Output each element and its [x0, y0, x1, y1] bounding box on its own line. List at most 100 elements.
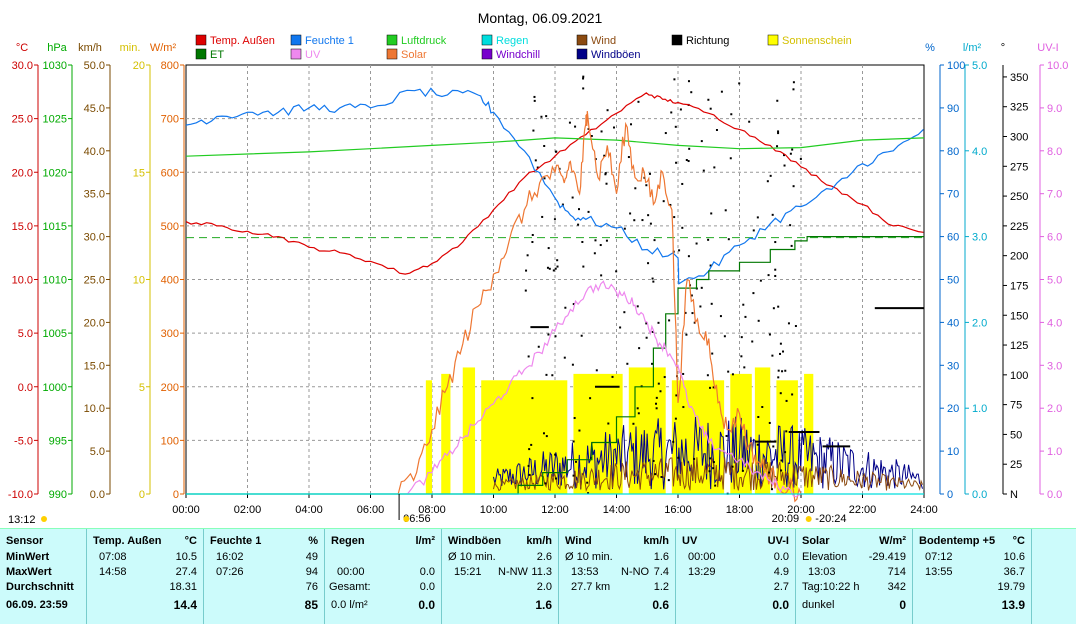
direction-dot-156 — [582, 77, 585, 80]
direction-dot-61 — [540, 115, 543, 118]
direction-dot-86 — [543, 177, 546, 180]
chart-title: Montag, 06.09.2021 — [478, 10, 603, 26]
direction-dot-106 — [761, 406, 764, 409]
direction-dot-141 — [729, 157, 732, 160]
direction-dot-120 — [607, 422, 610, 425]
x-tick-label-3: 06:00 — [357, 504, 385, 516]
axis-label-temperature-8: -10.0 — [8, 489, 33, 501]
direction-dot-75 — [730, 113, 733, 116]
direction-dot-41 — [675, 394, 678, 397]
axis-label-temperature-0: 30.0 — [12, 60, 33, 72]
gust-max-time: 15:21 — [454, 566, 482, 578]
direction-dot-144 — [693, 457, 696, 460]
direction-dot-180 — [613, 126, 616, 129]
axis-label-rain-3: 2.0 — [972, 317, 987, 329]
direction-dot-10 — [780, 469, 783, 472]
axis-label-uv-2: 8.0 — [1047, 146, 1062, 158]
direction-dot-153 — [637, 412, 640, 415]
direction-dot-198 — [587, 492, 590, 495]
axis-label-pressure-7: 995 — [49, 435, 67, 447]
axis-label-direction-5: 225 — [1010, 221, 1028, 233]
solar-current: 0 — [899, 598, 906, 612]
axis-label-uv-10: 0.0 — [1047, 489, 1062, 501]
direction-dot-160 — [673, 216, 676, 219]
series-temp-au-en — [185, 92, 924, 275]
direction-dot-0 — [652, 280, 655, 283]
direction-dot-229 — [604, 173, 607, 176]
direction-dot-168 — [724, 209, 727, 212]
direction-dot-66 — [772, 445, 775, 448]
gust-avg-label: Ø 10 min. — [448, 551, 496, 563]
direction-dot-215 — [547, 333, 550, 336]
wind-title: Wind — [565, 535, 592, 547]
direction-dot-258 — [774, 268, 777, 271]
direction-dot-68 — [531, 241, 534, 244]
direction-dot-14 — [740, 355, 743, 358]
soil-current: 13.9 — [1001, 598, 1025, 612]
direction-dot-186 — [779, 342, 782, 345]
direction-dot-130 — [707, 238, 710, 241]
axis-label-humidity-10: 0 — [947, 489, 953, 501]
solar-state: dunkel — [802, 599, 835, 611]
direction-dot-199 — [782, 350, 785, 353]
direction-dot-22 — [768, 333, 771, 336]
axis-label-rain-5: 0.0 — [972, 489, 987, 501]
direction-dot-46 — [634, 187, 637, 190]
direction-dot-89 — [777, 376, 780, 379]
soil-max-time: 13:55 — [925, 566, 953, 578]
rain-total: 0.0 — [419, 581, 435, 593]
direction-dot-13 — [783, 164, 786, 167]
axis-unit-rain: l/m² — [963, 42, 982, 54]
axis-label-humidity-6: 40 — [947, 317, 959, 329]
axis-label-uv-5: 5.0 — [1047, 275, 1062, 287]
direction-dot-226 — [784, 369, 787, 372]
humidity-max: 94 — [305, 566, 318, 578]
direction-dot-173 — [708, 470, 711, 473]
direction-dot-203 — [556, 259, 559, 262]
direction-dot-209 — [554, 453, 557, 456]
solar-max: 714 — [887, 566, 906, 578]
direction-dot-77 — [672, 440, 675, 443]
axis-label-direction-12: 50 — [1010, 429, 1022, 441]
direction-dot-76 — [667, 479, 670, 482]
direction-dot-29 — [785, 399, 788, 402]
axis-label-pressure-6: 1000 — [43, 382, 67, 394]
direction-dot-245 — [789, 152, 792, 155]
direction-dot-100 — [593, 252, 596, 255]
legend-swatch-8 — [290, 48, 302, 60]
wind-max-time: 13:53 — [571, 566, 599, 578]
x-tick-label-2: 04:00 — [295, 504, 323, 516]
direction-dot-143 — [663, 376, 666, 379]
direction-dot-236 — [768, 471, 771, 474]
uv-max-time: 13:29 — [688, 566, 716, 578]
direction-dot-133 — [545, 115, 548, 118]
stats-sensor-column: Sensor MinWert MaxWert Durchschnitt 06.0… — [0, 529, 84, 624]
direction-dot-197 — [774, 274, 777, 277]
wind-unit: km/h — [643, 535, 669, 547]
axis-label-solar-5: 300 — [161, 328, 179, 340]
soil-title: Bodentemp +5 — [919, 535, 996, 547]
direction-dot-206 — [574, 125, 577, 128]
gust-avg: 2.0 — [536, 581, 552, 593]
direction-dot-201 — [700, 140, 703, 143]
axis-label-direction-1: 325 — [1010, 102, 1028, 114]
direction-dot-129 — [731, 373, 734, 376]
direction-dot-191 — [615, 270, 618, 273]
direction-dot-241 — [647, 214, 650, 217]
direction-dot-225 — [623, 227, 626, 230]
direction-dot-81 — [527, 464, 530, 467]
direction-dot-232 — [740, 336, 743, 339]
direction-dot-54 — [605, 239, 608, 242]
direction-dot-248 — [568, 121, 571, 124]
axis-label-wind-5: 25.0 — [84, 275, 105, 287]
direction-dot-182 — [668, 319, 671, 322]
wind-direction-layer — [425, 75, 924, 495]
direction-dot-147 — [681, 226, 684, 229]
axis-unit-uv: UV-I — [1037, 42, 1058, 54]
gust-max: 11.3 — [531, 566, 552, 578]
direction-dot-205 — [719, 315, 722, 318]
direction-dot-237 — [690, 294, 693, 297]
legend-swatch-3 — [481, 34, 493, 46]
axis-label-sunshine-15: 5 — [139, 382, 145, 394]
direction-dot-244 — [657, 321, 660, 324]
